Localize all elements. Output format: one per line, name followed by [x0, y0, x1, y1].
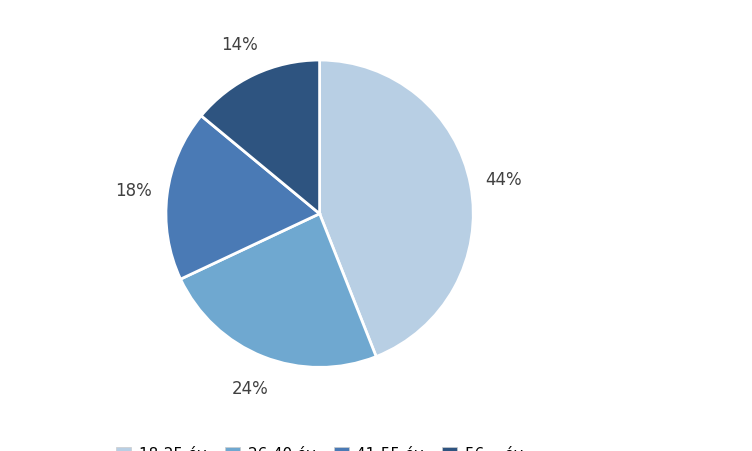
Wedge shape — [320, 61, 473, 357]
Text: 24%: 24% — [232, 379, 269, 397]
Legend: 18-25 év, 26-40 év, 41-55 év, 56-   év: 18-25 év, 26-40 év, 41-55 év, 56- év — [110, 440, 529, 451]
Wedge shape — [166, 116, 320, 280]
Text: 44%: 44% — [486, 170, 522, 188]
Text: 18%: 18% — [115, 182, 152, 200]
Wedge shape — [202, 61, 320, 214]
Text: 14%: 14% — [221, 36, 258, 54]
Wedge shape — [180, 214, 376, 368]
